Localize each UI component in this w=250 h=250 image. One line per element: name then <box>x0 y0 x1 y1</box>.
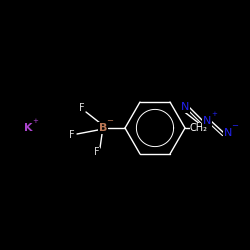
Text: −: − <box>106 116 114 126</box>
Text: CH₂: CH₂ <box>190 123 208 133</box>
Text: B: B <box>99 123 107 133</box>
Text: F: F <box>79 103 85 113</box>
Text: F: F <box>69 130 75 140</box>
Text: +: + <box>32 118 38 124</box>
Text: +: + <box>211 111 217 117</box>
Text: N: N <box>181 102 189 112</box>
Text: N: N <box>203 116 211 126</box>
Text: −: − <box>232 122 238 130</box>
Text: F: F <box>94 147 100 157</box>
Text: K: K <box>24 123 32 133</box>
Text: N: N <box>224 128 232 138</box>
